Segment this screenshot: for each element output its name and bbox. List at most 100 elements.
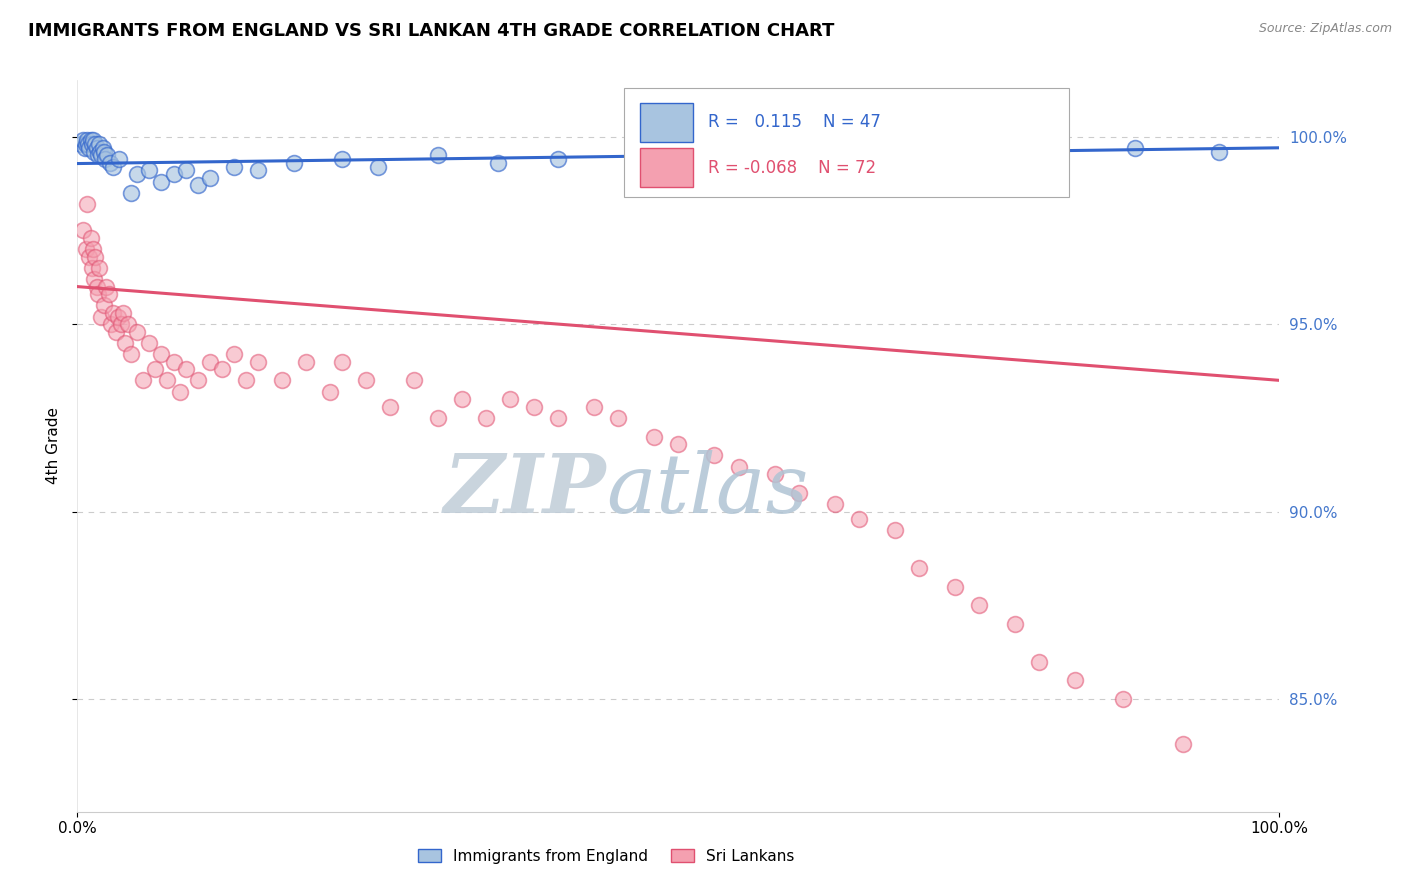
Legend: Immigrants from England, Sri Lankans: Immigrants from England, Sri Lankans [412, 843, 800, 870]
Point [1004, 617, 1026, 632]
Point [169, 384, 191, 399]
Point [97, 287, 120, 301]
Point [76, 133, 98, 147]
Point [402, 373, 425, 387]
Point [73, 141, 96, 155]
Point [908, 561, 931, 575]
Point [486, 156, 509, 170]
Point [90, 310, 112, 324]
Point [235, 373, 257, 387]
Point [120, 347, 142, 361]
Text: atlas: atlas [606, 450, 808, 530]
Point [87, 287, 110, 301]
Point [76, 197, 98, 211]
Point [908, 145, 931, 159]
Point [824, 497, 846, 511]
Point [156, 373, 179, 387]
Point [70, 136, 93, 151]
Point [475, 410, 498, 425]
Point [84, 136, 107, 151]
Point [104, 325, 127, 339]
Point [79, 141, 101, 155]
Point [198, 354, 221, 368]
Point [132, 373, 155, 387]
Point [187, 178, 209, 193]
Text: ZIP: ZIP [444, 450, 606, 530]
Point [77, 136, 100, 151]
Point [319, 384, 342, 399]
Point [547, 152, 569, 166]
Point [330, 354, 353, 368]
Point [1123, 141, 1146, 155]
Point [86, 141, 108, 155]
Point [330, 152, 353, 166]
Point [246, 354, 269, 368]
Point [222, 160, 245, 174]
Point [222, 347, 245, 361]
Text: R = -0.068    N = 72: R = -0.068 N = 72 [709, 159, 876, 177]
Point [75, 242, 97, 256]
Point [1173, 737, 1195, 751]
Point [103, 306, 125, 320]
Point [763, 467, 786, 482]
Point [117, 317, 139, 331]
Point [79, 133, 101, 147]
Point [90, 148, 112, 162]
FancyBboxPatch shape [640, 103, 693, 142]
Point [211, 362, 233, 376]
Point [87, 260, 110, 275]
Point [727, 459, 749, 474]
Point [547, 410, 569, 425]
Point [89, 145, 111, 159]
Point [87, 148, 110, 162]
Point [80, 260, 103, 275]
Point [187, 373, 209, 387]
Point [668, 437, 690, 451]
Text: Source: ZipAtlas.com: Source: ZipAtlas.com [1258, 22, 1392, 36]
Point [79, 250, 101, 264]
Point [72, 133, 94, 147]
Point [607, 410, 630, 425]
Point [943, 580, 966, 594]
Point [583, 400, 606, 414]
Point [283, 156, 305, 170]
Point [96, 279, 118, 293]
Point [1064, 673, 1087, 688]
Point [111, 306, 134, 320]
Point [643, 429, 665, 443]
Point [93, 298, 115, 312]
Point [1208, 145, 1230, 159]
Point [138, 163, 160, 178]
Point [108, 152, 131, 166]
Point [87, 136, 110, 151]
Point [631, 148, 654, 162]
Point [94, 152, 117, 166]
Text: R =   0.115    N = 47: R = 0.115 N = 47 [709, 113, 882, 131]
Point [198, 170, 221, 185]
Point [246, 163, 269, 178]
Point [96, 148, 118, 162]
Point [378, 400, 401, 414]
Point [82, 242, 104, 256]
Point [83, 272, 105, 286]
Point [110, 317, 132, 331]
Point [72, 223, 94, 237]
Point [93, 145, 115, 159]
Point [1028, 655, 1050, 669]
Point [354, 373, 377, 387]
Point [120, 186, 142, 200]
Point [967, 599, 990, 613]
Point [162, 354, 184, 368]
Point [84, 250, 107, 264]
Point [150, 175, 173, 189]
Point [86, 279, 108, 293]
FancyBboxPatch shape [640, 148, 693, 187]
Point [114, 335, 136, 350]
Text: IMMIGRANTS FROM ENGLAND VS SRI LANKAN 4TH GRADE CORRELATION CHART: IMMIGRANTS FROM ENGLAND VS SRI LANKAN 4T… [28, 22, 835, 40]
Point [848, 512, 870, 526]
Point [451, 392, 474, 406]
Point [499, 392, 522, 406]
Point [79, 231, 101, 245]
Point [174, 163, 197, 178]
Point [367, 160, 389, 174]
